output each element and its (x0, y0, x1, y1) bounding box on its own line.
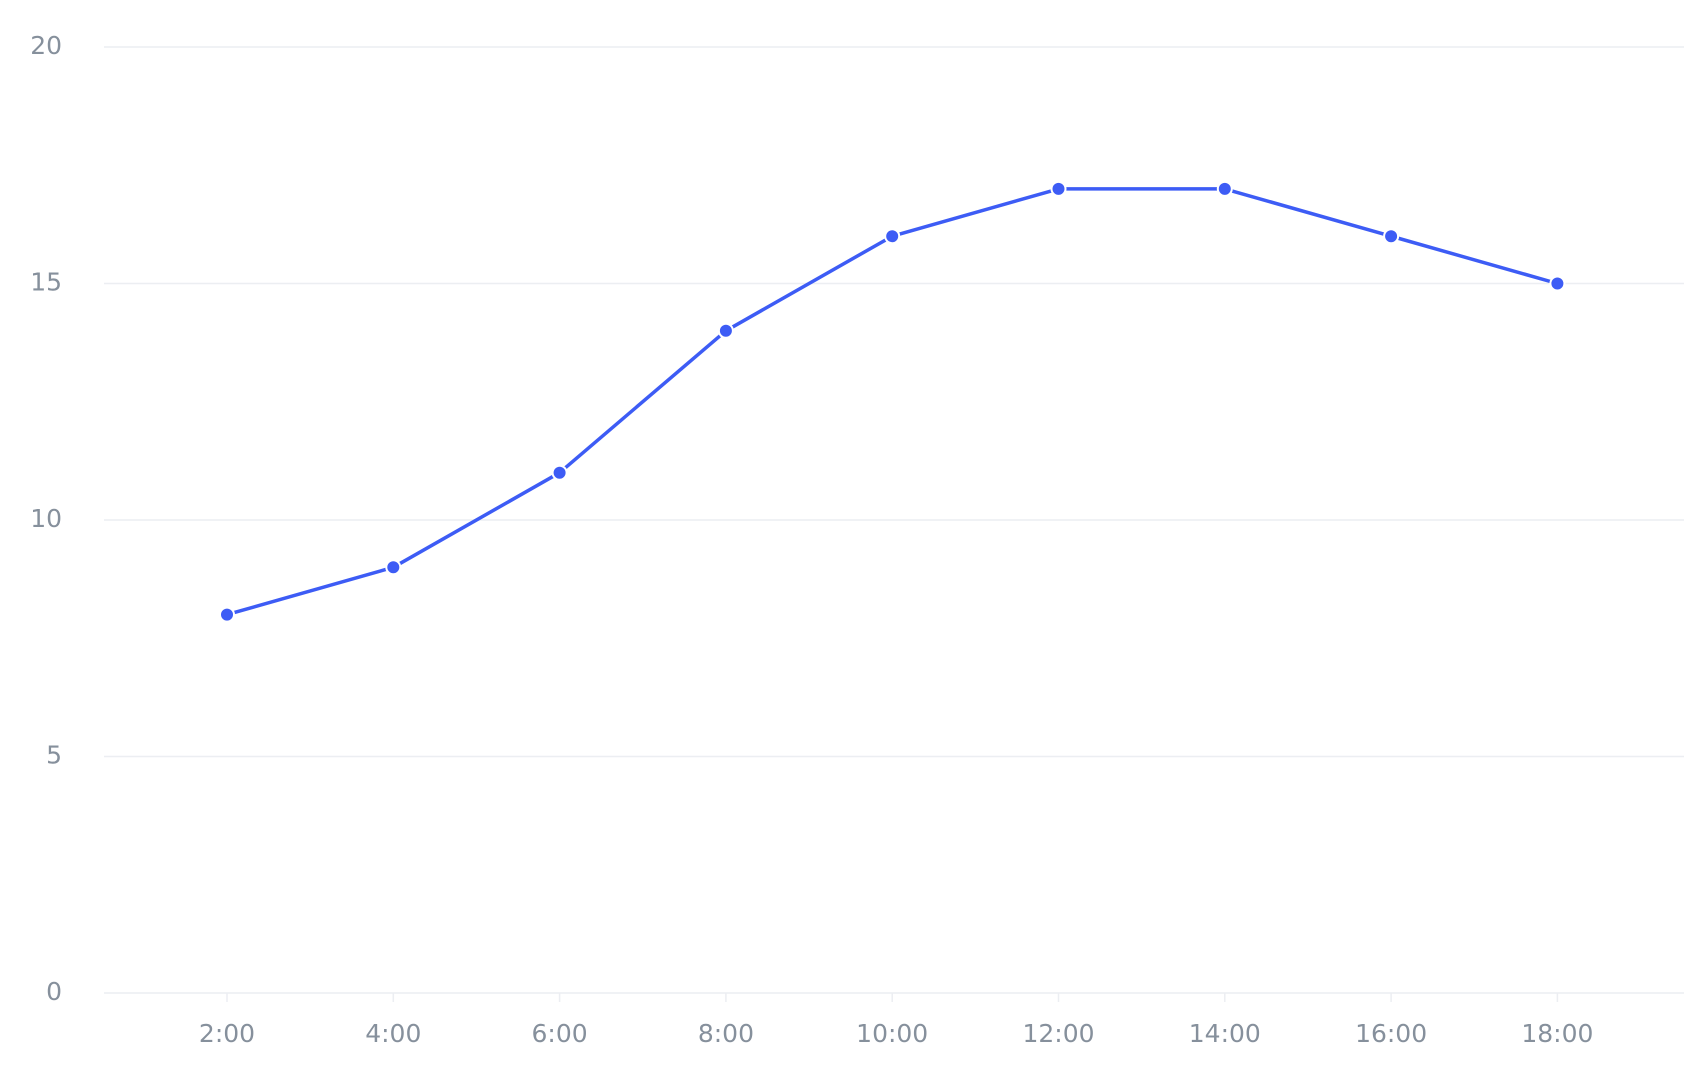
x-tick-label: 14:00 (1189, 1019, 1261, 1048)
y-tick-label: 10 (30, 504, 62, 533)
point (884, 228, 901, 245)
x-tick-label: 4:00 (365, 1019, 421, 1048)
y-tick-label: 15 (30, 268, 62, 297)
y-tick-label: 0 (46, 977, 62, 1006)
line (226, 187, 1558, 617)
x-tick-label: 8:00 (698, 1019, 754, 1048)
point (219, 606, 235, 623)
point (1549, 275, 1566, 292)
x-tick-label: 18:00 (1521, 1019, 1593, 1048)
x-tick-label: 2:00 (199, 1019, 255, 1048)
x-tick-label: 10:00 (856, 1019, 928, 1048)
y-tick-label: 5 (46, 741, 62, 770)
x-tick-label: 6:00 (532, 1019, 588, 1048)
x-tick-label: 16:00 (1355, 1019, 1427, 1048)
point (1383, 228, 1400, 245)
y-tick-label: 20 (30, 31, 62, 60)
point (717, 322, 734, 339)
point (1216, 180, 1233, 197)
x-tick-label: 12:00 (1022, 1019, 1094, 1048)
point (385, 559, 402, 576)
point (551, 464, 568, 481)
point (1050, 180, 1067, 197)
